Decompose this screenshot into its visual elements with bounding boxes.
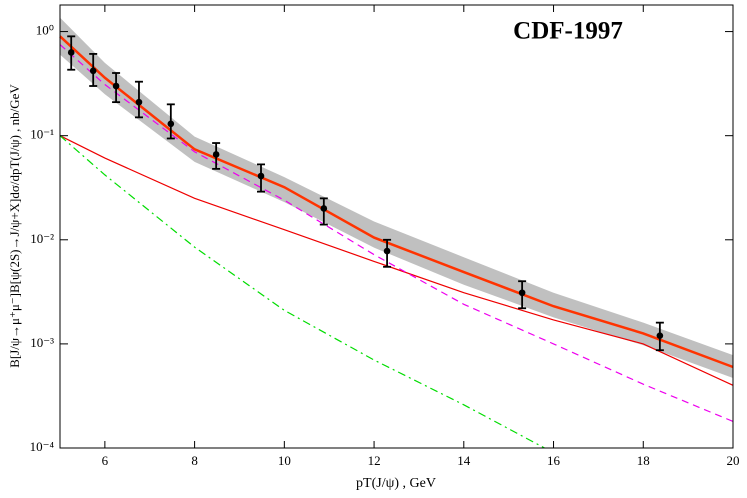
- error-band: [60, 17, 733, 379]
- x-tick-label: 12: [368, 453, 381, 468]
- data-point: [320, 205, 328, 212]
- data-point: [112, 82, 120, 90]
- data-point: [167, 120, 175, 128]
- data-point: [212, 151, 220, 158]
- data-point: [89, 67, 97, 75]
- x-tick-label: 8: [191, 453, 198, 468]
- data-point: [67, 49, 75, 56]
- x-tick-label: 10: [278, 453, 291, 468]
- y-tick-label: 10⁻⁴: [30, 439, 55, 454]
- x-tick-label: 20: [727, 453, 740, 468]
- plot-frame: [59, 4, 734, 449]
- y-tick-label: 10⁻¹: [30, 127, 54, 142]
- y-tick-label: 10⁰: [36, 23, 54, 38]
- curve: [59, 135, 734, 386]
- curve: [59, 135, 545, 449]
- x-axis-title: pT(J/ψ) , GeV: [356, 476, 436, 491]
- x-tick-label: 18: [637, 453, 650, 468]
- y-tick-label: 10⁻²: [30, 231, 54, 246]
- data-point: [656, 332, 664, 339]
- data-point: [135, 98, 143, 106]
- y-axis-title: B[J/ψ→μ⁺μ⁻]B[ψ(2S)→J/ψ+X]dσ/dpT(J/ψ) , n…: [7, 84, 22, 368]
- x-tick-label: 6: [102, 453, 109, 468]
- data-point: [518, 289, 526, 297]
- data-point: [383, 247, 391, 255]
- chart-title: CDF-1997: [513, 18, 623, 45]
- data-point: [257, 172, 265, 180]
- x-tick-label: 14: [457, 453, 471, 468]
- x-tick-label: 16: [547, 453, 561, 468]
- curve: [59, 44, 734, 422]
- curve: [59, 35, 734, 369]
- y-tick-label: 10⁻³: [30, 335, 54, 350]
